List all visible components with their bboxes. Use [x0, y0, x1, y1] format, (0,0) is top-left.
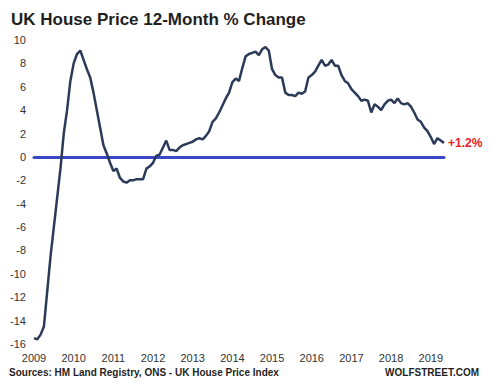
svg-text:-6: -6 — [16, 221, 26, 233]
svg-text:-8: -8 — [16, 244, 26, 256]
svg-text:2010: 2010 — [61, 352, 85, 364]
svg-text:2015: 2015 — [260, 352, 284, 364]
svg-text:+1.2%: +1.2% — [448, 136, 483, 150]
svg-text:Sources: HM Land Registry, ONS: Sources: HM Land Registry, ONS - UK Hous… — [9, 367, 279, 378]
svg-text:2019: 2019 — [419, 352, 443, 364]
svg-text:2012: 2012 — [141, 352, 165, 364]
svg-text:2018: 2018 — [379, 352, 403, 364]
svg-text:2013: 2013 — [180, 352, 204, 364]
svg-text:2011: 2011 — [102, 352, 126, 364]
svg-text:2009: 2009 — [22, 352, 46, 364]
svg-text:0: 0 — [20, 151, 26, 163]
svg-text:WOLFSTREET.COM: WOLFSTREET.COM — [385, 367, 479, 378]
svg-text:-2: -2 — [16, 174, 26, 186]
svg-text:8: 8 — [20, 57, 26, 69]
svg-text:-10: -10 — [10, 268, 26, 280]
svg-text:-12: -12 — [10, 291, 26, 303]
svg-text:2: 2 — [20, 128, 26, 140]
svg-text:-14: -14 — [10, 315, 26, 327]
svg-text:6: 6 — [20, 81, 26, 93]
svg-text:2014: 2014 — [220, 352, 244, 364]
svg-text:2017: 2017 — [339, 352, 363, 364]
svg-text:10: 10 — [14, 34, 26, 46]
svg-text:UK House Price 12-Month % Chan: UK House Price 12-Month % Change — [11, 10, 306, 29]
svg-text:2016: 2016 — [299, 352, 323, 364]
svg-text:-4: -4 — [16, 198, 26, 210]
svg-text:4: 4 — [20, 104, 26, 116]
svg-text:-16: -16 — [10, 338, 26, 350]
